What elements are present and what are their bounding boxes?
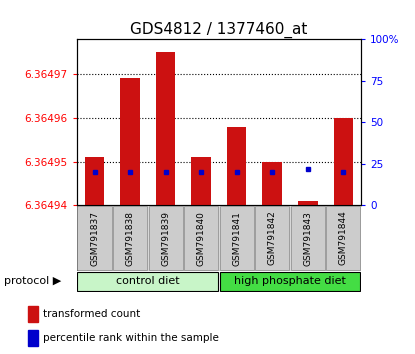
- Bar: [262, 161, 282, 205]
- Text: percentile rank within the sample: percentile rank within the sample: [43, 332, 219, 343]
- Bar: [120, 78, 140, 205]
- Text: protocol ▶: protocol ▶: [4, 276, 61, 286]
- Text: GSM791839: GSM791839: [161, 211, 170, 266]
- Bar: [28, 330, 38, 346]
- Bar: [85, 157, 104, 205]
- Text: transformed count: transformed count: [43, 309, 141, 319]
- FancyBboxPatch shape: [326, 206, 360, 270]
- Text: GSM791843: GSM791843: [303, 211, 312, 266]
- FancyBboxPatch shape: [255, 206, 289, 270]
- Text: GSM791838: GSM791838: [126, 211, 134, 266]
- Bar: [191, 157, 211, 205]
- Title: GDS4812 / 1377460_at: GDS4812 / 1377460_at: [130, 21, 308, 38]
- FancyBboxPatch shape: [78, 272, 218, 291]
- FancyBboxPatch shape: [220, 206, 254, 270]
- Bar: [28, 306, 38, 322]
- Text: GSM791842: GSM791842: [268, 211, 277, 266]
- Text: GSM791840: GSM791840: [197, 211, 206, 266]
- FancyBboxPatch shape: [149, 206, 183, 270]
- Bar: [334, 118, 353, 205]
- Text: GSM791841: GSM791841: [232, 211, 241, 266]
- FancyBboxPatch shape: [290, 206, 325, 270]
- Text: GSM791837: GSM791837: [90, 211, 99, 266]
- FancyBboxPatch shape: [220, 272, 360, 291]
- Text: control diet: control diet: [116, 276, 180, 286]
- Bar: [298, 201, 317, 205]
- Text: high phosphate diet: high phosphate diet: [234, 276, 346, 286]
- Text: GSM791844: GSM791844: [339, 211, 348, 266]
- FancyBboxPatch shape: [184, 206, 218, 270]
- FancyBboxPatch shape: [78, 206, 112, 270]
- Bar: [227, 126, 247, 205]
- Bar: [156, 52, 176, 205]
- FancyBboxPatch shape: [77, 205, 361, 271]
- FancyBboxPatch shape: [113, 206, 147, 270]
